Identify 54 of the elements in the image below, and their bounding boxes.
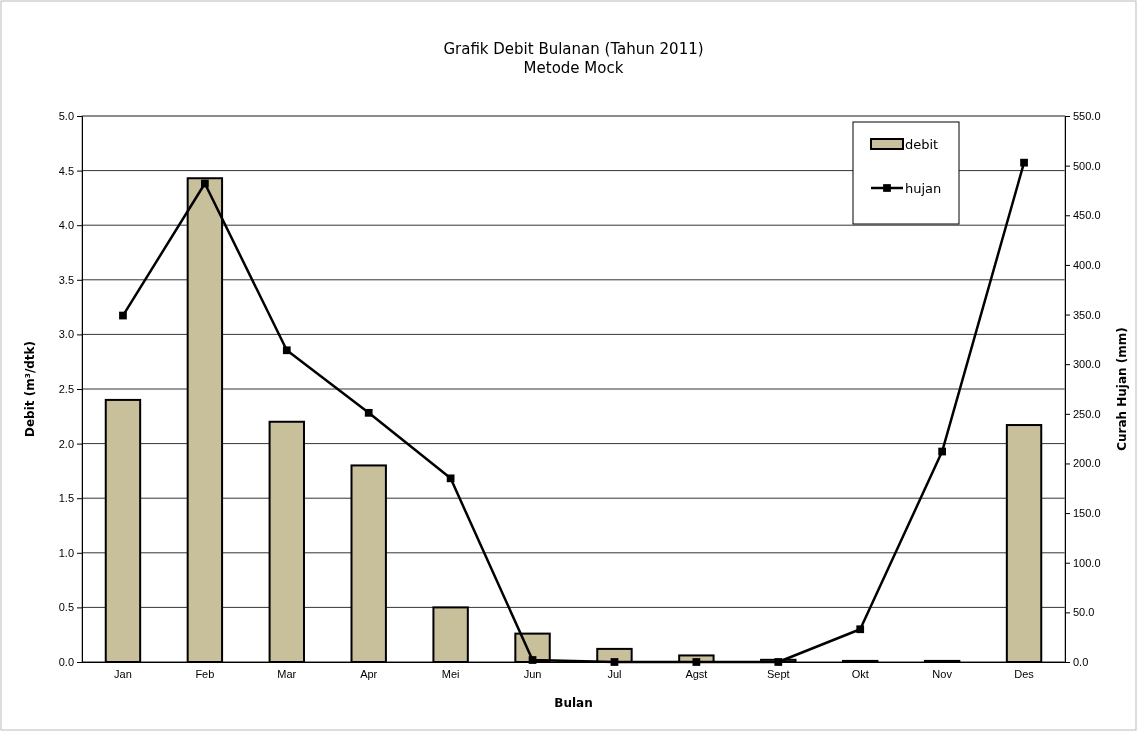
- y-tick-label: 5.0: [58, 110, 74, 123]
- x-tick-label: Jul: [607, 667, 622, 680]
- chart-title: Grafik Debit Bulanan (Tahun 2011): [443, 40, 704, 58]
- y2-tick-label: 100.0: [1073, 556, 1101, 569]
- point: [938, 447, 946, 456]
- x-tick-label: Jun: [523, 667, 542, 680]
- x-tick-label: Mar: [277, 667, 297, 680]
- chart-subtitle: Metode Mock: [523, 59, 624, 77]
- y2-tick-label: 50.0: [1073, 606, 1095, 619]
- legend-label: debit: [905, 137, 939, 152]
- y2-tick-label: 300.0: [1073, 358, 1101, 371]
- y-tick-label: 3.0: [58, 328, 74, 341]
- point: [1020, 158, 1028, 167]
- x-tick-label: Okt: [851, 667, 869, 680]
- y-tick-label: 0.0: [58, 656, 74, 669]
- y-tick-label: 2.0: [58, 437, 74, 450]
- x-tick-label: Agst: [685, 667, 708, 680]
- y2-tick-label: 350.0: [1073, 308, 1101, 321]
- y2-tick-label: 500.0: [1073, 159, 1101, 172]
- y2-tick-label: 450.0: [1073, 209, 1101, 222]
- point: [692, 658, 701, 666]
- y-tick-label: 2.5: [58, 383, 74, 396]
- y-tick-label: 3.5: [58, 273, 74, 286]
- y2-axis-title: Curah Hujan (mm): [1115, 327, 1129, 451]
- y-tick-label: 4.5: [58, 164, 74, 177]
- x-tick-label: Apr: [360, 667, 378, 680]
- x-tick-label: Des: [1014, 667, 1035, 680]
- y2-tick-label: 0.0: [1073, 656, 1089, 669]
- point: [201, 179, 209, 188]
- y2-tick-label: 150.0: [1073, 507, 1101, 520]
- x-tick-label: Feb: [195, 667, 215, 680]
- point: [774, 658, 783, 666]
- x-tick-label: Sept: [766, 667, 790, 680]
- point: [282, 346, 291, 355]
- y2-tick-label: 200.0: [1073, 457, 1101, 470]
- y2-tick-label: 250.0: [1073, 407, 1101, 420]
- y2-tick-label: 550.0: [1073, 110, 1101, 123]
- y-axis-title: Debit (m³/dtk): [23, 340, 37, 438]
- x-tick-label: Mei: [441, 667, 460, 680]
- point: [528, 656, 537, 664]
- point: [856, 625, 865, 634]
- legend-label: hujan: [905, 181, 942, 196]
- y-tick-label: 0.5: [58, 601, 74, 614]
- x-tick-label: Nov: [932, 667, 953, 680]
- y-tick-label: 1.5: [58, 492, 74, 505]
- x-tick-label: Jan: [114, 667, 132, 680]
- point: [119, 311, 127, 320]
- y2-tick-label: 400.0: [1073, 258, 1101, 271]
- y-tick-label: 4.0: [58, 219, 74, 232]
- point: [610, 658, 619, 666]
- y-tick-label: 1.0: [58, 546, 74, 559]
- point: [364, 408, 373, 417]
- point: [446, 474, 455, 483]
- x-axis-title: Bulan: [554, 696, 593, 710]
